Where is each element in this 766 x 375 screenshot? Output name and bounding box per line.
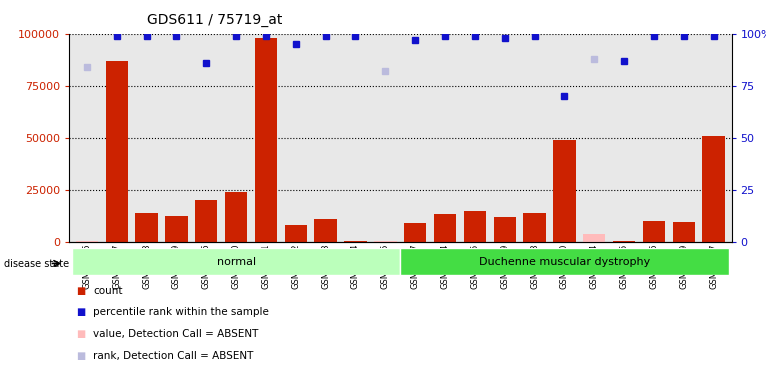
Text: value, Detection Call = ABSENT: value, Detection Call = ABSENT — [93, 329, 259, 339]
Text: count: count — [93, 286, 123, 296]
Bar — [72, 248, 400, 274]
Text: ■: ■ — [77, 329, 86, 339]
Text: normal: normal — [217, 257, 256, 267]
Bar — [702, 136, 725, 242]
Bar — [613, 241, 635, 242]
Bar — [463, 211, 486, 242]
Text: percentile rank within the sample: percentile rank within the sample — [93, 308, 270, 317]
Text: Duchenne muscular dystrophy: Duchenne muscular dystrophy — [479, 257, 650, 267]
Bar — [523, 213, 545, 242]
Bar — [434, 214, 457, 242]
Text: ■: ■ — [77, 308, 86, 317]
Text: ■: ■ — [77, 286, 86, 296]
Bar — [225, 192, 247, 242]
Bar — [314, 219, 337, 242]
Bar — [255, 38, 277, 242]
Text: disease state: disease state — [4, 260, 69, 269]
Bar — [400, 248, 728, 274]
Bar — [76, 241, 98, 242]
Text: ■: ■ — [77, 351, 86, 361]
Bar — [285, 225, 307, 242]
Bar — [493, 217, 516, 242]
Bar — [106, 61, 128, 242]
Text: rank, Detection Call = ABSENT: rank, Detection Call = ABSENT — [93, 351, 254, 361]
Text: GDS611 / 75719_at: GDS611 / 75719_at — [147, 13, 282, 27]
Bar — [404, 223, 427, 242]
Bar — [374, 241, 397, 242]
Bar — [136, 213, 158, 242]
Bar — [643, 221, 665, 242]
Bar — [195, 200, 218, 242]
Bar — [583, 234, 605, 242]
Bar — [165, 216, 188, 242]
Bar — [673, 222, 695, 242]
Bar — [553, 140, 575, 242]
